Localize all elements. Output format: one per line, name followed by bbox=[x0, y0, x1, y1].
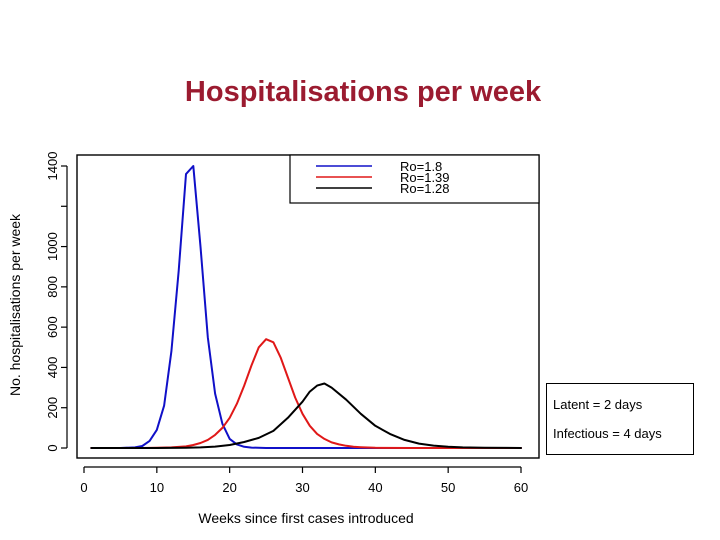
y-axis: 0 200 400 600 800 1000 1400 bbox=[45, 152, 68, 452]
y-tick-label: 800 bbox=[45, 276, 60, 298]
x-tick-label: 50 bbox=[441, 480, 455, 495]
x-axis: 0 10 20 30 40 50 60 bbox=[80, 466, 528, 495]
legend-label: Ro=1.39 bbox=[400, 170, 450, 185]
x-axis-label: Weeks since first cases introduced bbox=[198, 510, 413, 526]
x-tick-label: 40 bbox=[368, 480, 382, 495]
x-tick-label: 60 bbox=[514, 480, 528, 495]
x-tick-label: 20 bbox=[222, 480, 236, 495]
series-line-2 bbox=[90, 338, 522, 449]
y-tick-label: 1000 bbox=[45, 232, 60, 261]
y-tick-label: 0 bbox=[45, 444, 60, 451]
legend-label: Ro=1.28 bbox=[400, 181, 450, 196]
parameters-note: Latent = 2 days Infectious = 4 days bbox=[546, 383, 694, 455]
series-line-3 bbox=[90, 382, 522, 449]
legend-label: Ro=1.8 bbox=[400, 159, 442, 174]
y-tick-label: 600 bbox=[45, 316, 60, 338]
slide-title: Hospitalisations per week bbox=[184, 76, 542, 108]
y-tick-label: 1400 bbox=[45, 152, 60, 181]
infectious-period-text: Infectious = 4 days bbox=[553, 426, 662, 441]
x-tick-label: 0 bbox=[80, 480, 87, 495]
y-axis-label: No. hospitalisations per week bbox=[7, 213, 23, 396]
legend-box bbox=[289, 154, 540, 204]
series-layer bbox=[90, 165, 522, 449]
y-tick-label: 200 bbox=[45, 397, 60, 419]
y-tick-label: 400 bbox=[45, 357, 60, 379]
series-line-1 bbox=[90, 165, 522, 449]
latent-period-text: Latent = 2 days bbox=[553, 397, 643, 412]
x-tick-label: 30 bbox=[295, 480, 309, 495]
x-tick-label: 10 bbox=[150, 480, 164, 495]
